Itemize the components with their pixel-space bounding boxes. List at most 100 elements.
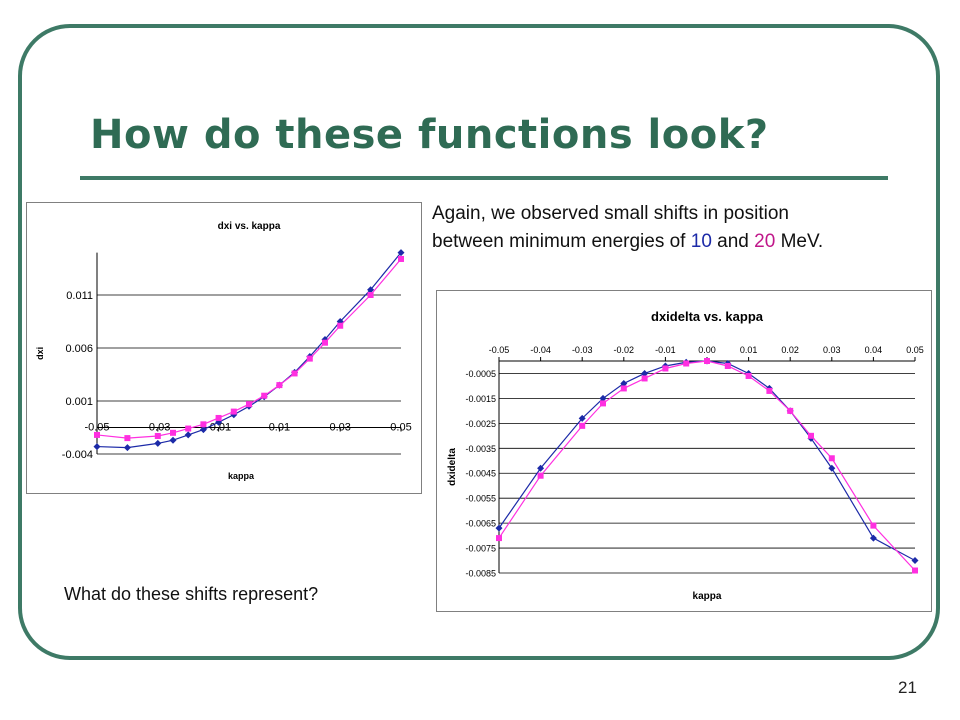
dxidelta-y-tick-label: -0.0045 bbox=[465, 469, 496, 479]
dxidelta-series-2-point bbox=[912, 567, 918, 574]
dxidelta-series-2-point bbox=[537, 472, 544, 479]
note-value-10: 10 bbox=[690, 231, 712, 252]
dxidelta-x-tick-label: 0.02 bbox=[781, 345, 799, 355]
note-line-2-prefix: between minimum energies of bbox=[432, 231, 691, 252]
dxidelta-series-1-point bbox=[641, 369, 649, 377]
dxidelta-series-2-point bbox=[662, 365, 669, 372]
dxidelta-series-1-point bbox=[869, 534, 877, 542]
dxidelta-chart-title: dxidelta vs. kappa bbox=[651, 309, 764, 324]
dxi-series-1-point bbox=[93, 443, 101, 451]
dxidelta-x-tick-label: -0.03 bbox=[572, 345, 593, 355]
dxidelta-series-2-point bbox=[870, 522, 877, 529]
dxidelta-series-2-point bbox=[683, 360, 690, 367]
dxi-y-tick-label: -0.004 bbox=[62, 449, 93, 461]
dxidelta-x-tick-label: 0.04 bbox=[865, 345, 883, 355]
dxidelta-x-tick-label: -0.04 bbox=[530, 345, 551, 355]
dxidelta-x-tick-label: -0.02 bbox=[614, 345, 635, 355]
observation-note: Again, we observed small shifts in posit… bbox=[432, 200, 932, 256]
dxi-series-2-point bbox=[246, 401, 252, 408]
dxidelta-y-axis-label: dxidelta bbox=[447, 448, 458, 486]
dxi-series-2-point bbox=[200, 421, 207, 428]
note-value-20: 20 bbox=[754, 231, 776, 252]
dxidelta-series-1-point bbox=[599, 394, 607, 402]
dxidelta-y-tick-label: -0.0015 bbox=[465, 394, 496, 404]
note-and: and bbox=[711, 231, 755, 252]
dxidelta-series-2-point bbox=[600, 400, 606, 407]
dxi-x-tick-label: -0.03 bbox=[145, 422, 170, 434]
dxidelta-y-tick-label: -0.0065 bbox=[465, 519, 496, 529]
dxi-x-tick-label: 0.05 bbox=[390, 422, 411, 434]
dxidelta-series-2-point bbox=[579, 422, 586, 429]
dxi-y-axis-label: dxi bbox=[35, 347, 45, 360]
dxidelta-chart: dxidelta vs. kappa -0.0005 -0.0015 -0.0025 -… bbox=[436, 290, 932, 612]
dxi-series-2-point bbox=[398, 255, 404, 262]
dxi-series-2-point bbox=[185, 425, 192, 432]
dxidelta-series-1-point bbox=[495, 524, 503, 532]
dxi-series-2-point bbox=[170, 429, 176, 436]
dxi-series-2-point bbox=[230, 408, 237, 415]
dxidelta-series-2-point bbox=[620, 385, 627, 392]
dxi-x-tick-label: 0.03 bbox=[329, 422, 350, 434]
dxi-chart-title: dxi vs. kappa bbox=[218, 221, 281, 232]
dxi-series-1-point bbox=[397, 249, 405, 257]
dxidelta-y-tick-label: -0.0055 bbox=[465, 494, 496, 504]
title-underline bbox=[80, 176, 888, 180]
dxidelta-series-2-line bbox=[498, 360, 916, 571]
dxidelta-series-1-point bbox=[578, 414, 586, 422]
dxi-series-2-line bbox=[96, 258, 402, 439]
slide-title: How do these functions look? bbox=[90, 112, 769, 158]
dxi-series-1-point bbox=[154, 439, 162, 447]
dxi-y-tick-label: 0.006 bbox=[65, 343, 93, 355]
dxidelta-series-2-point bbox=[828, 455, 835, 462]
dxi-x-tick-label: 0.01 bbox=[269, 422, 290, 434]
dxidelta-series-1-point bbox=[620, 379, 628, 387]
dxi-y-tick-label: 0.001 bbox=[65, 396, 93, 408]
page-number: 21 bbox=[898, 678, 917, 697]
dxi-series-1-point bbox=[123, 444, 131, 452]
dxidelta-series-2-point bbox=[808, 432, 814, 439]
dxidelta-y-tick-label: -0.0035 bbox=[465, 444, 496, 454]
dxi-x-axis-label: kappa bbox=[228, 471, 255, 481]
dxidelta-y-tick-label: -0.0005 bbox=[465, 369, 496, 379]
dxidelta-x-tick-label: 0.01 bbox=[740, 345, 758, 355]
dxi-x-tick-label: -0.05 bbox=[84, 422, 109, 434]
dxi-series-2-point bbox=[154, 432, 161, 439]
dxi-series-1-point bbox=[199, 426, 207, 434]
dxi-series-2-point bbox=[306, 355, 313, 362]
note-suffix: MeV. bbox=[775, 231, 824, 252]
dxidelta-x-tick-label: -0.05 bbox=[489, 345, 510, 355]
dxi-series-2-point bbox=[367, 292, 374, 298]
dxidelta-series-1-point bbox=[537, 464, 545, 472]
dxidelta-x-tick-label: 0.03 bbox=[823, 345, 841, 355]
dxidelta-series-2-point bbox=[745, 372, 752, 379]
dxidelta-series-1-line bbox=[498, 360, 916, 562]
dxidelta-series-2-point bbox=[724, 362, 731, 369]
dxi-series-1-point bbox=[184, 431, 192, 439]
slide-frame bbox=[18, 24, 940, 660]
dxi-series-1-line bbox=[96, 252, 402, 449]
dxi-series-2-point bbox=[291, 370, 298, 377]
dxi-series-2-point bbox=[124, 435, 131, 442]
dxidelta-series-2-point bbox=[496, 535, 502, 542]
dxidelta-chart-svg: dxidelta vs. kappa -0.0005 -0.0015 -0.0025 -… bbox=[447, 309, 924, 602]
dxidelta-y-tick-label: -0.0085 bbox=[465, 569, 496, 579]
dxidelta-series-1-point bbox=[911, 557, 919, 565]
dxidelta-x-tick-label: -0.01 bbox=[655, 345, 676, 355]
dxi-series-1-point bbox=[367, 286, 375, 294]
question-text: What do these shifts represent? bbox=[64, 584, 319, 604]
dxidelta-x-tick-label: 0.00 bbox=[698, 345, 716, 355]
dxidelta-y-tick-label: -0.0025 bbox=[465, 419, 496, 429]
dxidelta-x-tick-label: 0.05 bbox=[906, 345, 924, 355]
dxi-series-2-point bbox=[337, 322, 344, 329]
note-line-1: Again, we observed small shifts in posit… bbox=[432, 203, 789, 224]
dxi-series-2-point bbox=[215, 414, 222, 421]
dxidelta-x-axis-label: kappa bbox=[693, 591, 722, 602]
dxi-chart-svg: dxi vs. kappa 0.011 0.006 0.001 -0.004 -0.05 -… bbox=[35, 221, 412, 481]
dxi-series-1-point bbox=[169, 436, 177, 444]
dxi-series-2-point bbox=[322, 339, 328, 346]
dxidelta-series-2-point bbox=[641, 375, 648, 382]
dxidelta-y-tick-label: -0.0075 bbox=[465, 544, 496, 554]
dxi-series-2-point bbox=[94, 431, 100, 438]
dxi-x-tick-label: -0.01 bbox=[206, 422, 231, 434]
dxidelta-series-1-point bbox=[828, 464, 836, 472]
